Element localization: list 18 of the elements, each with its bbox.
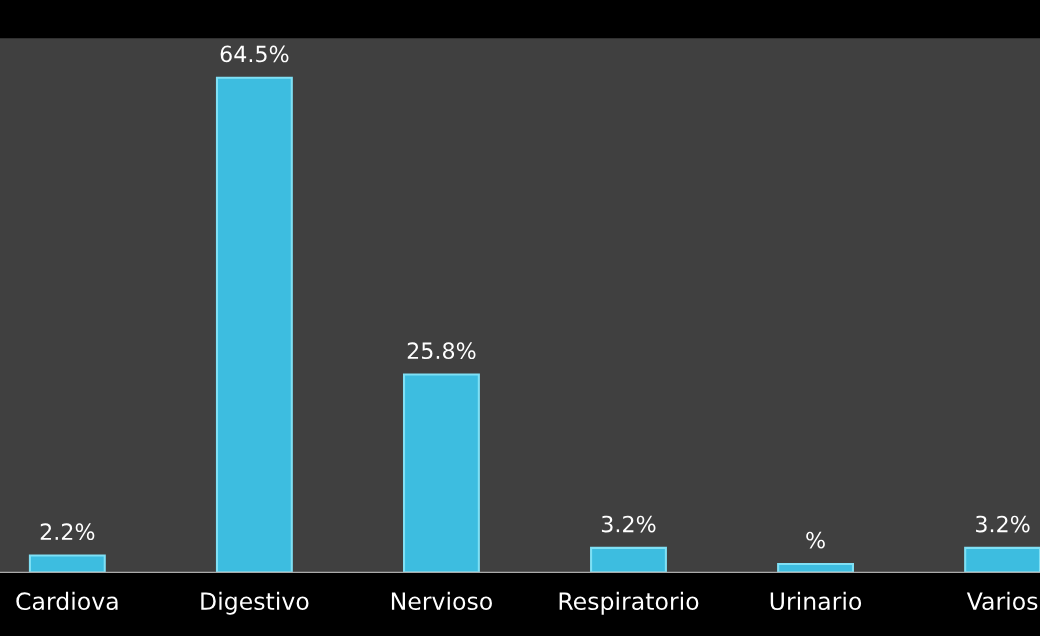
data-label: 64.5%: [220, 45, 289, 63]
x-tick-label: Digestivo: [201, 591, 309, 615]
data-label: %: [806, 531, 825, 549]
bar: [402, 373, 480, 573]
bar: [28, 554, 106, 573]
x-tick-label: Nervioso: [391, 591, 492, 611]
x-tick-label: Cardiova: [16, 591, 118, 611]
bar: [964, 546, 1040, 573]
x-tick-label: Varios: [966, 591, 1038, 611]
data-label: 2.2%: [40, 523, 95, 541]
x-tick-label: Respiratorio: [559, 591, 699, 615]
data-label: 3.2%: [601, 515, 656, 533]
x-tick-label: Urinario: [770, 591, 862, 611]
bar: [777, 562, 854, 573]
bar: [215, 76, 293, 573]
data-label: 25.8%: [407, 342, 476, 360]
data-label: 3.2%: [976, 515, 1030, 533]
bar: [590, 546, 667, 573]
